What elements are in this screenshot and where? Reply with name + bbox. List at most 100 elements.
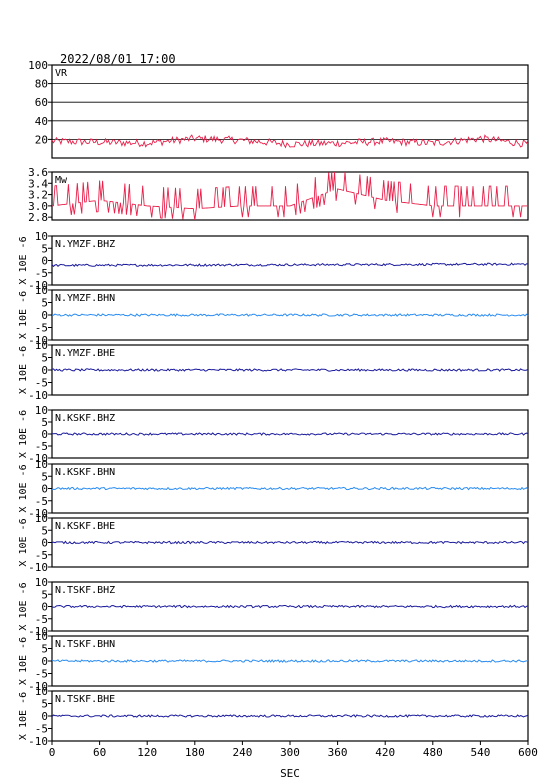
panel-frame (51, 235, 529, 286)
y-tick-label: -5 (35, 440, 48, 453)
y-tick-label: -10 (28, 334, 48, 347)
y-tick-label: 10 (35, 339, 48, 352)
y-tick-label: 5 (41, 416, 48, 429)
x-axis-label: SEC (280, 767, 300, 780)
y-tick-label: 5 (41, 698, 48, 711)
y-axis-label: X 10E -6 (18, 291, 29, 339)
series-line (51, 134, 529, 149)
series-line (52, 432, 529, 436)
x-tick-label: 540 (470, 746, 490, 759)
y-tick-label: -5 (35, 377, 48, 390)
y-axis-label: X 10E -6 (18, 410, 29, 458)
x-tick-label: 420 (375, 746, 395, 759)
y-tick-label: 80 (35, 78, 48, 91)
y-tick-label: 0 (41, 309, 48, 322)
y-axis-label: X 10E -6 (18, 582, 29, 630)
figure-title: 2022/08/01 17:00 (60, 52, 176, 66)
panel-label: Mw (55, 175, 68, 186)
y-tick-label: 5 (41, 242, 48, 255)
y-tick-label: -10 (28, 279, 48, 292)
y-tick-label: 0 (41, 483, 48, 496)
y-tick-label: 3.2 (28, 189, 48, 202)
y-axis-label: X 10E -6 (18, 464, 29, 512)
series-line (51, 262, 529, 268)
y-tick-label: -10 (28, 507, 48, 520)
y-tick-label: 3.0 (28, 200, 48, 213)
x-tick-label: 120 (137, 746, 157, 759)
y-axis-label: X 10E -6 (18, 236, 29, 284)
panel-label: N.KSKF.BHN (55, 467, 115, 478)
y-tick-label: 5 (41, 588, 48, 601)
series-line (51, 540, 529, 545)
panel-label: N.TSKF.BHZ (55, 585, 115, 596)
panel-label: N.KSKF.BHE (55, 521, 115, 532)
panel-label: N.KSKF.BHZ (55, 413, 115, 424)
y-tick-label: -5 (35, 723, 48, 736)
y-tick-label: 5 (41, 470, 48, 483)
series-line (51, 604, 529, 609)
y-tick-label: 100 (28, 59, 48, 72)
y-tick-label: 5 (41, 524, 48, 537)
x-tick-label: 360 (328, 746, 348, 759)
y-tick-label: 10 (35, 630, 48, 643)
x-tick-label: 480 (423, 746, 443, 759)
y-tick-label: -10 (28, 389, 48, 402)
series-line (51, 486, 529, 491)
y-axis-label: X 10E -6 (18, 637, 29, 685)
series-line (51, 714, 529, 718)
y-tick-label: 10 (35, 284, 48, 297)
x-axis: 0 60 120 180 240 300 360 420 480 540 600 (49, 741, 538, 759)
y-tick-label: 0 (41, 428, 48, 441)
x-tick-label: 300 (280, 746, 300, 759)
y-tick-label: 0 (41, 710, 48, 723)
y-tick-label: 5 (41, 297, 48, 310)
panel-label: N.TSKF.BHN (55, 639, 115, 650)
y-tick-label: -5 (35, 613, 48, 626)
y-tick-label: 10 (35, 230, 48, 243)
panel-label: N.YMZF.BHN (55, 293, 115, 304)
panel-frame (51, 64, 529, 159)
series-line (51, 171, 528, 221)
x-tick-label: 0 (49, 746, 56, 759)
panel-label: N.YMZF.BHE (55, 348, 115, 359)
y-axis-label: X 10E -6 (18, 346, 29, 394)
y-tick-label: 10 (35, 458, 48, 471)
y-tick-label: -10 (28, 680, 48, 693)
y-tick-label: -5 (35, 322, 48, 335)
y-axis-label: X 10E -6 (18, 692, 29, 740)
series-line (51, 659, 529, 663)
panel-1: 20 40 60 80 100 VR (28, 59, 529, 159)
x-tick-label: 180 (185, 746, 205, 759)
y-tick-label: 2.8 (28, 211, 48, 224)
series-line (51, 368, 529, 372)
y-tick-label: -5 (35, 495, 48, 508)
y-tick-label: 0 (41, 364, 48, 377)
series-line (51, 313, 529, 317)
y-tick-label: 0 (41, 255, 48, 268)
y-tick-label: 40 (35, 115, 48, 128)
y-tick-label: -5 (35, 668, 48, 681)
x-tick-label: 240 (232, 746, 252, 759)
y-tick-label: 3.6 (28, 166, 48, 179)
y-tick-label: 10 (35, 512, 48, 525)
y-tick-label: -10 (28, 735, 48, 748)
y-tick-label: -5 (35, 267, 48, 280)
y-tick-label: 0 (41, 601, 48, 614)
y-tick-label: 20 (35, 133, 48, 146)
y-tick-label: 3.4 (28, 177, 48, 190)
y-axis-label: X 10E -6 (18, 518, 29, 566)
y-tick-label: -5 (35, 549, 48, 562)
panel-frame (51, 171, 529, 221)
panel-label: N.TSKF.BHE (55, 694, 115, 705)
y-tick-label: -10 (28, 452, 48, 465)
y-tick-label: -10 (28, 625, 48, 638)
